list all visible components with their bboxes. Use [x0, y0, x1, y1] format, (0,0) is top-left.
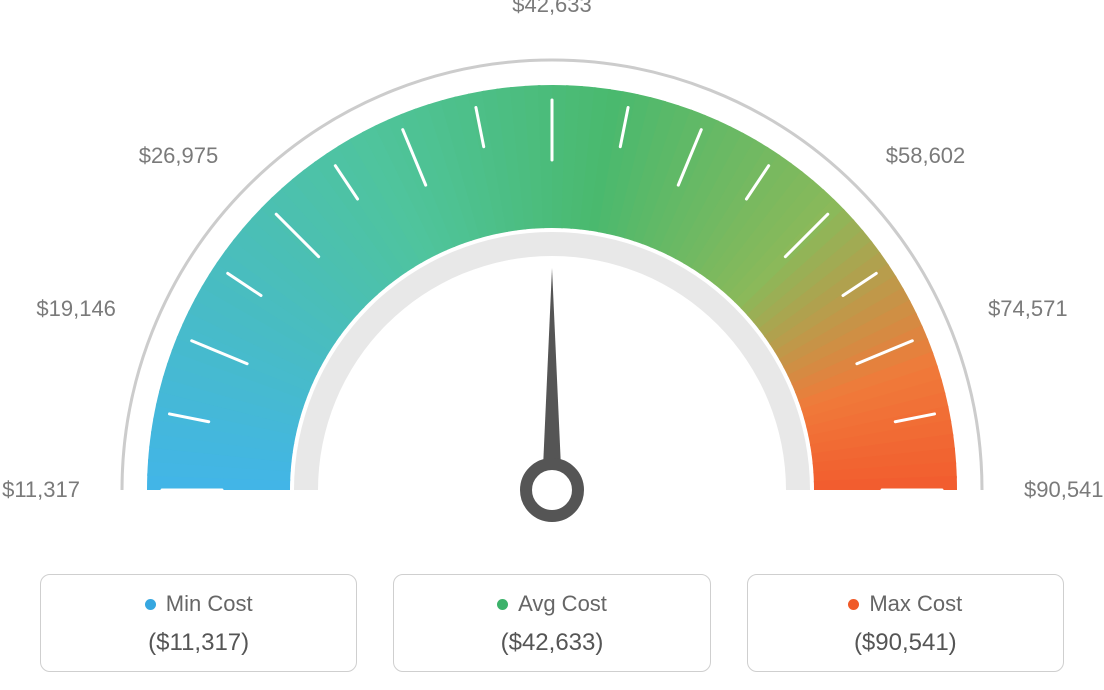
avg-cost-card: Avg Cost ($42,633) [393, 574, 710, 672]
gauge-chart-container: $11,317 $19,146 $26,975 $42,633 $58,602 $74,5… [0, 0, 1104, 690]
gauge-scale-label: $58,602 [886, 143, 966, 169]
gauge-scale-label: $26,975 [139, 143, 219, 169]
max-cost-title: Max Cost [848, 591, 962, 617]
max-cost-card: Max Cost ($90,541) [747, 574, 1064, 672]
avg-cost-label: Avg Cost [518, 591, 607, 617]
max-dot-icon [848, 599, 859, 610]
avg-dot-icon [497, 599, 508, 610]
min-cost-label: Min Cost [166, 591, 253, 617]
min-cost-value: ($11,317) [53, 629, 344, 657]
min-cost-title: Min Cost [145, 591, 253, 617]
gauge-scale-label: $74,571 [988, 296, 1068, 322]
gauge-scale-label: $90,541 [1024, 477, 1104, 503]
min-dot-icon [145, 599, 156, 610]
gauge-scale-label: $19,146 [36, 296, 116, 322]
gauge-area: $11,317 $19,146 $26,975 $42,633 $58,602 $74,5… [0, 0, 1104, 560]
max-cost-value: ($90,541) [760, 629, 1051, 657]
avg-cost-value: ($42,633) [406, 629, 697, 657]
gauge-scale-label: $11,317 [2, 477, 80, 503]
gauge-scale-label: $42,633 [512, 0, 592, 18]
summary-cards: Min Cost ($11,317) Avg Cost ($42,633) Ma… [40, 574, 1064, 672]
max-cost-label: Max Cost [869, 591, 962, 617]
min-cost-card: Min Cost ($11,317) [40, 574, 357, 672]
gauge-svg [0, 0, 1104, 560]
avg-cost-title: Avg Cost [497, 591, 607, 617]
